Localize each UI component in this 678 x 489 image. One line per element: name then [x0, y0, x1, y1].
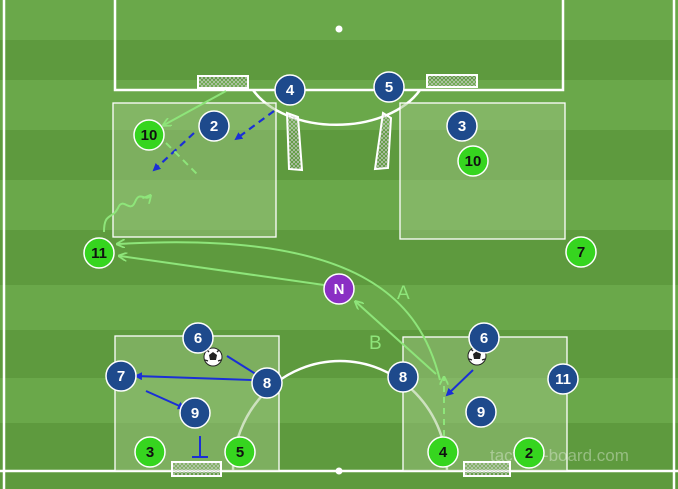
player-blue-11-right[interactable]: 11	[547, 363, 579, 395]
blue-run-arrow-4	[234, 110, 275, 141]
top-goal-right	[426, 74, 478, 88]
bottom-center-spot	[335, 467, 343, 475]
green-dribble-arrow-11	[103, 196, 150, 233]
player-number: 8	[263, 375, 271, 392]
player-blue-9-right[interactable]: 9	[465, 396, 497, 428]
mini-goal-right	[373, 111, 393, 171]
player-number: 5	[236, 444, 244, 461]
player-number: 10	[141, 127, 158, 144]
player-number: 2	[210, 118, 218, 135]
player-number: 6	[480, 330, 488, 347]
zone-top-left	[112, 102, 277, 238]
player-number: 9	[477, 404, 485, 421]
player-neutral-n[interactable]: N	[323, 273, 355, 305]
player-number: 6	[194, 330, 202, 347]
top-goal-left	[197, 75, 249, 89]
green-arrow-a	[118, 242, 441, 381]
player-green-5-left[interactable]: 5	[224, 436, 256, 468]
bottom-goal-right	[463, 461, 511, 477]
blue-pass-8-to-7	[134, 372, 253, 381]
player-number: 7	[117, 368, 125, 385]
bottom-goal-left	[171, 461, 222, 477]
blue-run-arrow-2	[152, 132, 195, 172]
player-green-4-right[interactable]: 4	[427, 436, 459, 468]
player-number: 11	[555, 371, 571, 388]
player-blue-6-right[interactable]: 6	[468, 322, 500, 354]
player-blue-2-top[interactable]: 2	[198, 110, 230, 142]
ball-icon	[203, 347, 223, 367]
green-arrow-b	[356, 302, 437, 375]
player-number: 5	[385, 79, 393, 96]
player-number: 11	[91, 245, 107, 262]
player-green-11[interactable]: 11	[83, 237, 115, 269]
player-green-10-left[interactable]: 10	[133, 119, 165, 151]
player-number: 4	[286, 82, 295, 99]
arrow-label-b: B	[369, 333, 382, 354]
player-blue-3-top[interactable]: 3	[446, 110, 478, 142]
player-blue-8-left[interactable]: 8	[251, 367, 283, 399]
player-blue-8-right[interactable]: 8	[387, 361, 419, 393]
blue-pass-7-to-9	[145, 390, 186, 410]
player-number: 3	[146, 444, 154, 461]
player-blue-5-top[interactable]: 5	[373, 71, 405, 103]
player-number: 7	[577, 244, 585, 261]
player-number: 10	[465, 153, 482, 170]
green-dashed-run-10	[165, 142, 199, 176]
player-blue-9-left[interactable]: 9	[179, 397, 211, 429]
player-number: 8	[399, 369, 407, 386]
mini-goal-left	[285, 111, 304, 172]
green-pass-n-to-11	[120, 256, 325, 286]
green-pass-arrow-10	[164, 90, 227, 125]
player-number: N	[334, 281, 345, 298]
player-number: 4	[439, 444, 448, 461]
player-number: 3	[458, 118, 466, 135]
player-green-2-right[interactable]: 2	[513, 437, 545, 469]
player-green-10-right[interactable]: 10	[457, 145, 489, 177]
player-number: 9	[191, 405, 199, 422]
player-blue-6-left[interactable]: 6	[182, 322, 214, 354]
player-green-3-left[interactable]: 3	[134, 436, 166, 468]
top-penalty-spot	[335, 25, 343, 33]
player-number: 2	[525, 445, 533, 462]
arrow-label-a: A	[397, 283, 410, 304]
watermark-text: tactical-board.com	[490, 446, 629, 465]
top-penalty-box	[113, 0, 565, 92]
player-blue-7-left[interactable]: 7	[105, 360, 137, 392]
blue-run-arrow-6-right	[445, 369, 474, 397]
player-blue-4-top[interactable]: 4	[274, 74, 306, 106]
player-green-7[interactable]: 7	[565, 236, 597, 268]
